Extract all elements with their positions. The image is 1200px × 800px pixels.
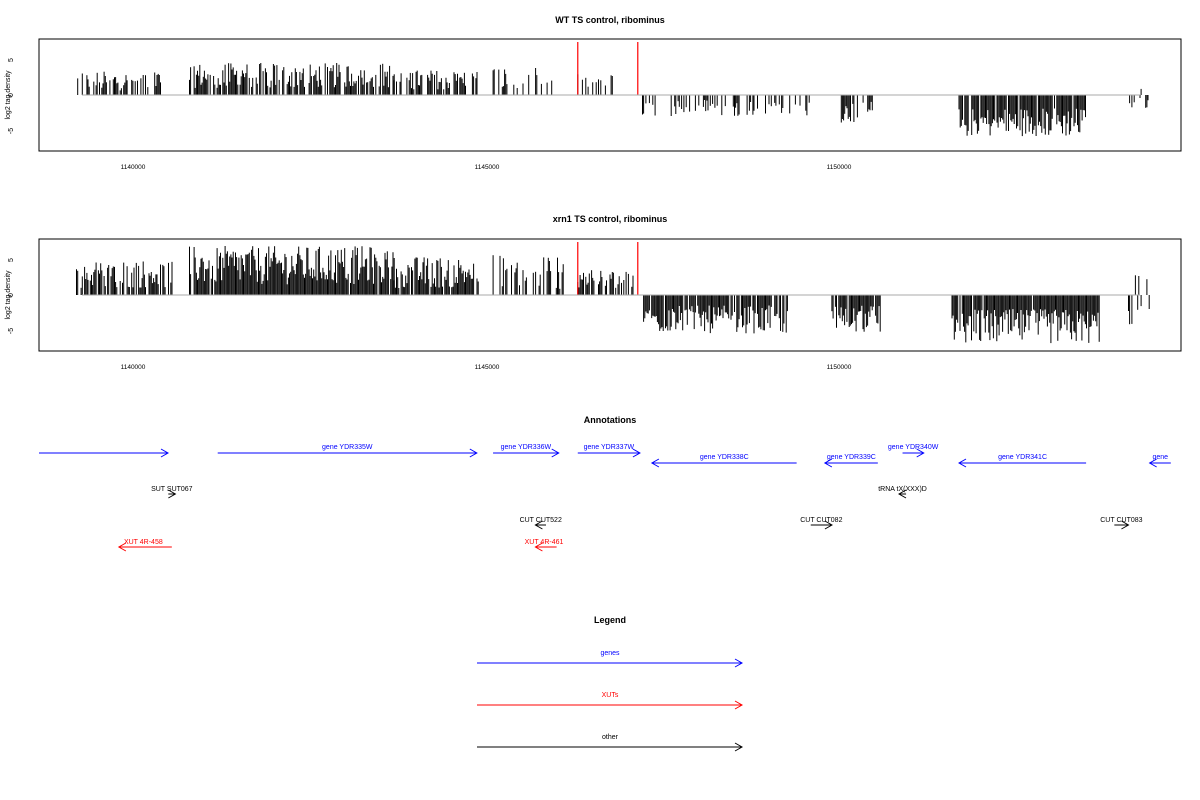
- gene-label: gene YDR336W: [501, 444, 552, 451]
- feature-arrow: [1114, 520, 1130, 530]
- gene-arrow: [493, 448, 560, 458]
- gene-label: gene YDR339C: [827, 454, 876, 461]
- feature-label: CUT CUT083: [1100, 517, 1142, 524]
- panel2-y-axis: 5 0 -5 log2 tag density: [5, 258, 15, 334]
- legend-label: genes: [600, 650, 620, 657]
- panel1-x-tick-label: 1140000: [121, 164, 146, 171]
- gene-arrow: [902, 448, 925, 458]
- gene-arrow: [823, 458, 878, 468]
- feature-label: tRNA tX(XXX)D: [878, 486, 927, 493]
- legend-title: Legend: [594, 615, 626, 625]
- panel1-y-tick-label: 5: [8, 58, 15, 62]
- panel1-y-axis-label: log2 tag density: [5, 70, 12, 120]
- panel2-y-axis-label: log2 tag density: [5, 270, 12, 320]
- annotations-title: Annotations: [584, 415, 637, 425]
- panel1-x-tick-label: 1150000: [827, 164, 852, 171]
- feature-arrow: [810, 520, 833, 530]
- panel1-frame: [38, 38, 1182, 152]
- panel2-y-tick-label: 5: [8, 258, 15, 262]
- legend-item: genes: [477, 650, 744, 668]
- gene-arrow: [650, 458, 797, 468]
- panel1-y-tick-label: -5: [8, 128, 15, 134]
- xut-arrow: [117, 542, 172, 552]
- gene-label: gene YDR341C: [998, 454, 1047, 461]
- panel1-x-axis: 1140000 1145000 1150000: [121, 164, 852, 171]
- gene-label: gene YDR337W: [584, 444, 635, 451]
- panel2-y-tick-label: 0: [8, 293, 15, 297]
- panel2-x-axis: 1140000 1145000 1150000: [121, 364, 852, 371]
- annotation-tracks: gene YDR335W gene YDR336W gene YDR337W gene…: [39, 444, 1171, 552]
- panel2-bars: [76, 242, 1150, 344]
- panel2-title: xrn1 TS control, ribominus: [553, 214, 668, 224]
- gene-label: gene YDR338C: [700, 454, 749, 461]
- feature-label: CUT CUT082: [800, 517, 842, 524]
- gene-arrow: [39, 448, 170, 458]
- xut-label: XUT 4R-458: [124, 539, 163, 546]
- feature-label: CUT CUT522: [520, 517, 562, 524]
- panel1-title: WT TS control, ribominus: [555, 15, 665, 25]
- panel1-bars: [77, 42, 1149, 137]
- gene-label: gene YDR340W: [888, 444, 939, 451]
- panel2-frame: [38, 238, 1182, 352]
- xut-label: XUT 4R-461: [525, 539, 564, 546]
- gene-arrow: [958, 458, 1087, 468]
- gene-arrow: [217, 448, 478, 458]
- panel1-y-axis: 5 0 -5 log2 tag density: [5, 58, 15, 134]
- feature-arrow: [898, 489, 907, 499]
- feature-label: SUT SUT067: [151, 486, 193, 493]
- feature-arrow: [534, 520, 547, 530]
- legend-label: other: [602, 734, 619, 741]
- legend-item: XUTs: [477, 692, 744, 710]
- panel2-x-tick-label: 1150000: [827, 364, 852, 371]
- legend-label: XUTs: [602, 692, 619, 699]
- panel2-x-tick-label: 1140000: [121, 364, 146, 371]
- panel2-x-tick-label: 1145000: [475, 364, 500, 371]
- legend-item: other: [477, 734, 744, 752]
- legend: genes XUTs other: [477, 650, 744, 752]
- feature-arrow: [168, 489, 177, 499]
- panel2-y-tick-label: -5: [8, 328, 15, 334]
- xut-arrow: [534, 542, 557, 552]
- gene-label: gene YDR335W: [322, 444, 373, 451]
- gene-arrow: [1148, 458, 1171, 468]
- gene-arrow: [577, 448, 641, 458]
- panel1-x-tick-label: 1145000: [475, 164, 500, 171]
- gene-label: gene: [1152, 454, 1168, 461]
- panel1-y-tick-label: 0: [8, 93, 15, 97]
